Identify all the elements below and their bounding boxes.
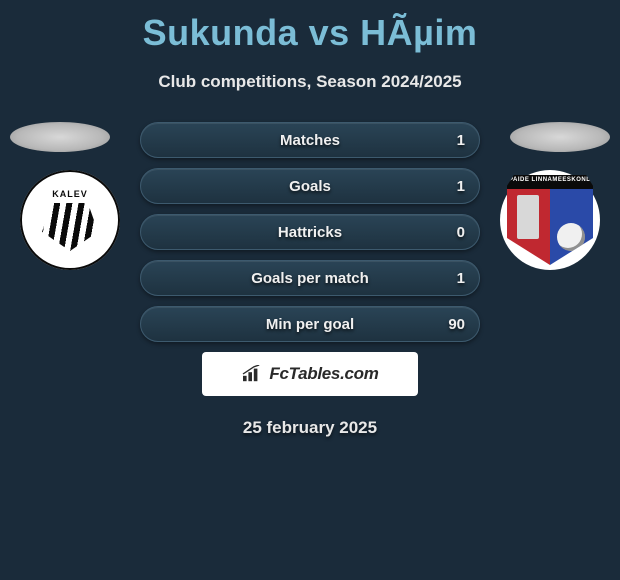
subtitle: Club competitions, Season 2024/2025 [0, 72, 620, 92]
stat-value-right: 1 [457, 132, 465, 149]
stat-row-hattricks: Hattricks 0 [140, 214, 480, 250]
stat-value-right: 0 [457, 224, 465, 241]
stat-row-goals: Goals 1 [140, 168, 480, 204]
club-logo-right-text: PAIDE LINNAMEESKOND [507, 177, 593, 183]
tower-icon [517, 195, 539, 239]
brand-text: FcTables.com [269, 364, 378, 384]
player-slot-right [510, 122, 610, 152]
stat-value-right: 1 [457, 270, 465, 287]
stat-label: Goals per match [251, 270, 369, 287]
page-title: Sukunda vs HÃµim [0, 0, 620, 54]
stat-label: Hattricks [278, 224, 342, 241]
stat-label: Goals [289, 178, 331, 195]
club-logo-left-text: KALEV [31, 189, 109, 199]
club-logo-right: PAIDE LINNAMEESKOND [500, 170, 600, 270]
player-slot-left [10, 122, 110, 152]
football-icon [557, 223, 585, 251]
comparison-panel: KALEV PAIDE LINNAMEESKOND Matches 1 Goal… [0, 122, 620, 438]
stat-value-right: 1 [457, 178, 465, 195]
stat-row-matches: Matches 1 [140, 122, 480, 158]
stat-row-min-per-goal: Min per goal 90 [140, 306, 480, 342]
club-logo-left: KALEV [20, 170, 120, 270]
stat-row-goals-per-match: Goals per match 1 [140, 260, 480, 296]
stat-label: Matches [280, 132, 340, 149]
stat-label: Min per goal [266, 316, 354, 333]
bar-chart-icon [241, 365, 263, 383]
brand-badge: FcTables.com [202, 352, 418, 396]
kalev-stripes-icon [42, 203, 98, 251]
stats-column: Matches 1 Goals 1 Hattricks 0 Goals per … [140, 122, 480, 342]
stat-value-right: 90 [448, 316, 465, 333]
comparison-date: 25 february 2025 [0, 418, 620, 438]
